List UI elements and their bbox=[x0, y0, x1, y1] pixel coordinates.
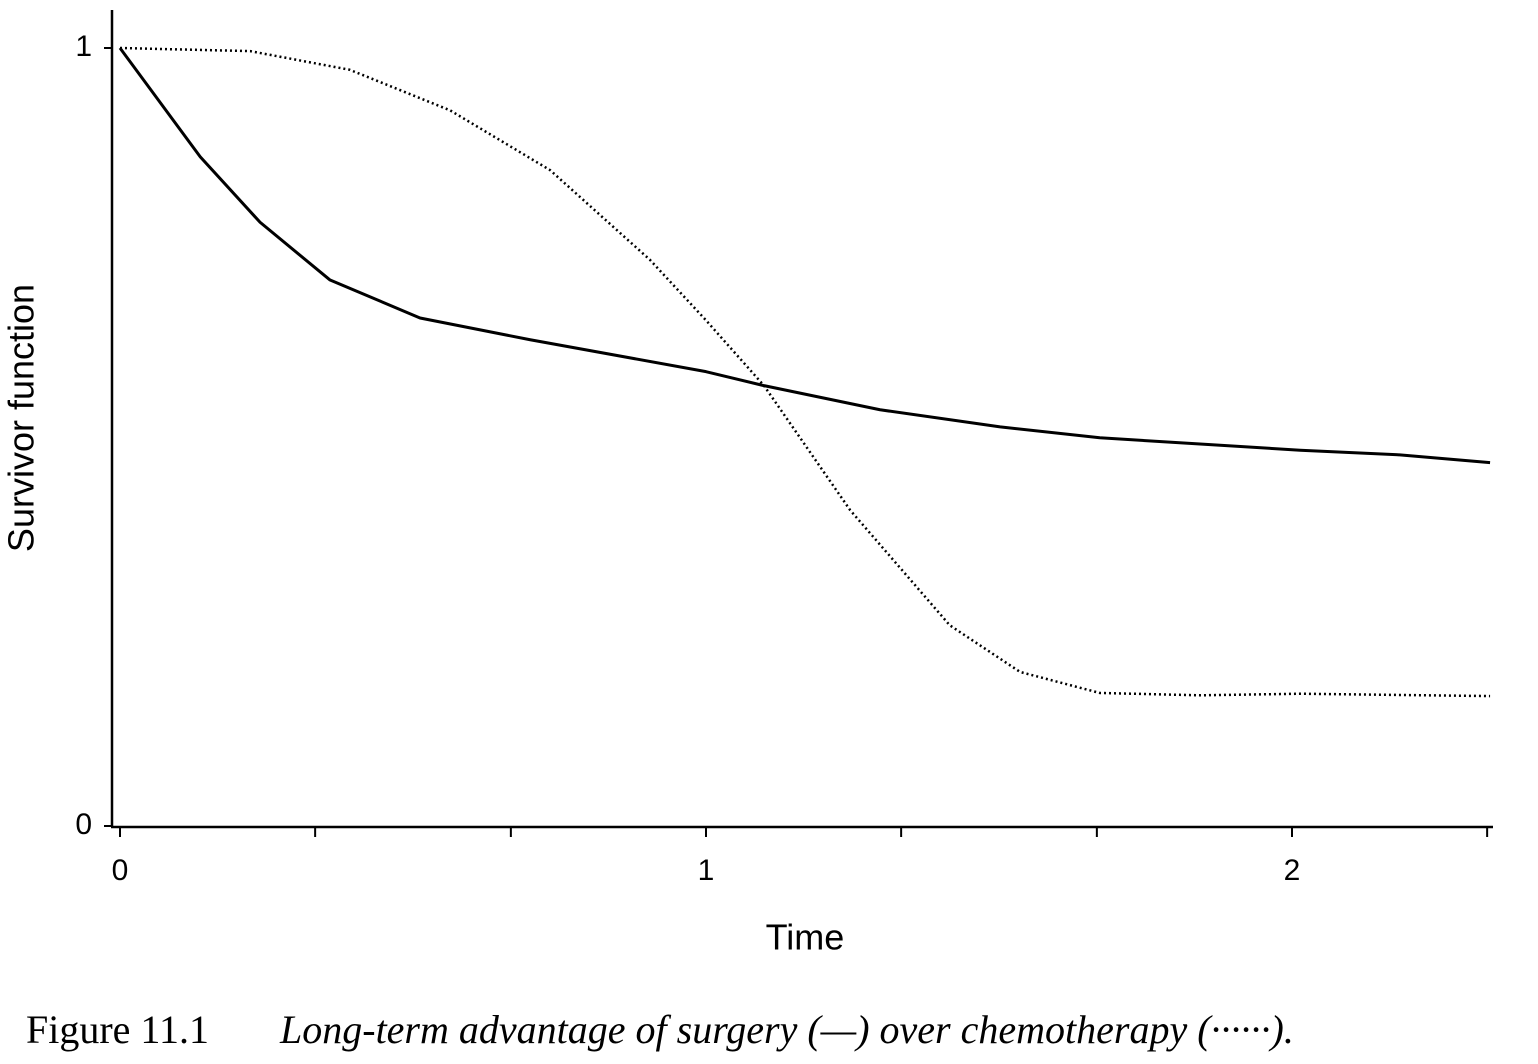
y-axis-label: Survivor function bbox=[1, 284, 42, 552]
series-line bbox=[118, 47, 1491, 465]
x-tick-label: 1 bbox=[698, 854, 715, 887]
x-tick-label: 2 bbox=[1284, 854, 1301, 887]
y-tick-label: 1 bbox=[75, 30, 92, 63]
series-line bbox=[119, 46, 1491, 698]
y-tick-label: 0 bbox=[75, 808, 92, 841]
x-tick-label: 0 bbox=[112, 854, 129, 887]
x-axis-label: Time bbox=[766, 917, 845, 958]
caption-label: Figure 11.1 bbox=[26, 1007, 209, 1052]
caption-text: Long-term advantage of surgery (—) over … bbox=[279, 1007, 1294, 1052]
